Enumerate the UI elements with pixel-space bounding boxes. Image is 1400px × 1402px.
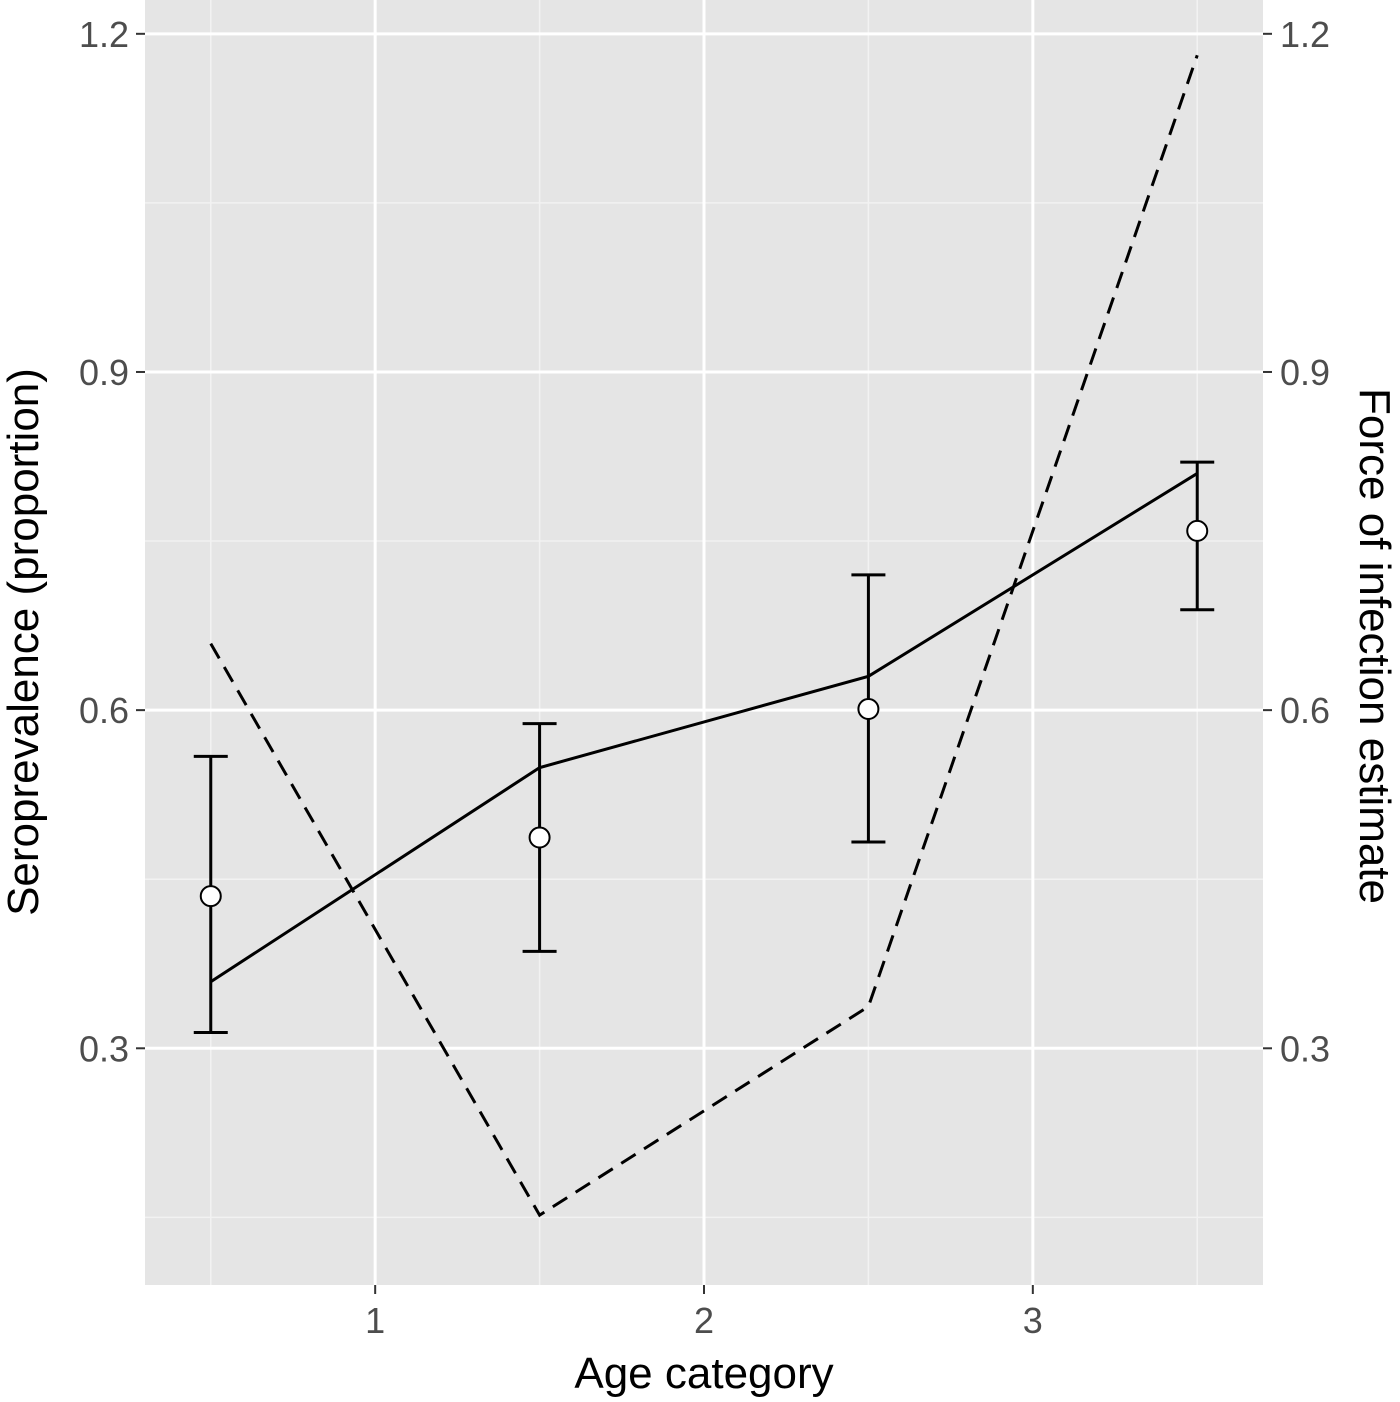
- y2-tick-label: 1.2: [1280, 14, 1330, 55]
- data-point: [1186, 519, 1209, 542]
- x-tick-label: 3: [1023, 1300, 1043, 1341]
- y2-axis-title: Force of infection estimate: [1350, 388, 1399, 904]
- solid-series-line: [209, 472, 1199, 984]
- y-tick-label: 1.2: [79, 14, 129, 55]
- y-tick-label: 0.9: [79, 352, 129, 393]
- data-point: [528, 826, 551, 849]
- x-tick-label: 2: [694, 1300, 714, 1341]
- data-point: [857, 698, 880, 721]
- y2-tick-label: 0.9: [1280, 352, 1330, 393]
- y-axis-title: Seroprevalence (proportion): [0, 368, 48, 916]
- axis-ticks: [136, 32, 1272, 1294]
- y-tick-label: 0.6: [79, 690, 129, 731]
- dashed-series-line: [209, 54, 1199, 1218]
- y-tick-label: 0.3: [79, 1028, 129, 1069]
- x-tick-label: 1: [365, 1300, 385, 1341]
- y2-tick-label: 0.3: [1280, 1028, 1330, 1069]
- marks: [193, 54, 1215, 1218]
- data-point: [199, 885, 222, 908]
- y2-tick-label: 0.6: [1280, 690, 1330, 731]
- tick-labels: 0.3 0.6 0.9 1.2 0.3 0.6 0.9 1.2 1 2 3: [79, 14, 1330, 1341]
- grid-major: [145, 0, 1263, 1285]
- x-axis-title: Age category: [574, 1349, 833, 1398]
